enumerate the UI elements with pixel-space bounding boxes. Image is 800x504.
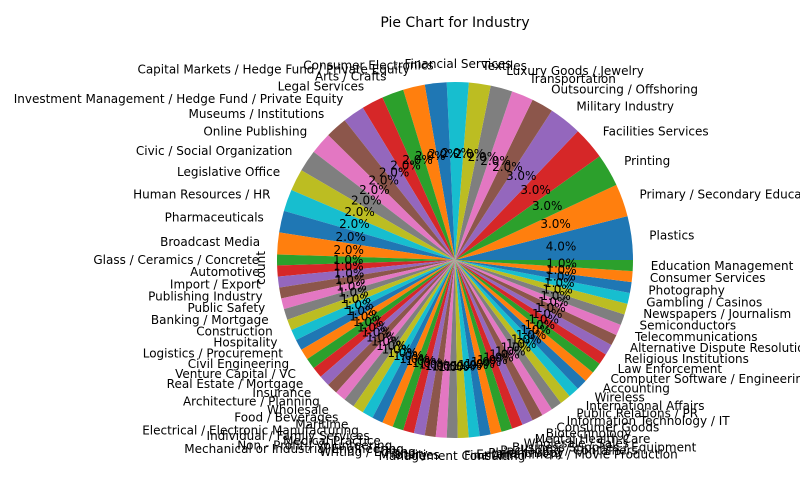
category-label-consumer-services: Consumer Services: [650, 271, 766, 285]
category-label-plastics: Plastics: [649, 229, 694, 243]
category-label-photography: Photography: [648, 283, 724, 297]
percent-label: 1.0%: [546, 256, 577, 270]
percent-label: 3.0%: [520, 183, 551, 197]
category-label-gambling-casinos: Gambling / Casinos: [646, 295, 762, 309]
percent-label: 4.0%: [546, 240, 577, 254]
percent-label: 3.0%: [540, 217, 571, 231]
category-label-legislative-office: Legislative Office: [177, 165, 280, 179]
pie-slices: [277, 82, 633, 438]
category-label-museums-institutions: Museums / Institutions: [189, 107, 325, 121]
category-label-military-industry: Military Industry: [576, 99, 674, 113]
category-label-investment-management-hedge-fund-private-equity: Investment Management / Hedge Fund / Pri…: [14, 92, 344, 106]
chart-title: Pie Chart for Industry: [380, 15, 529, 31]
category-label-online-publishing: Online Publishing: [203, 125, 307, 139]
category-label-primary-secondary-education: Primary / Secondary Education: [640, 187, 800, 201]
category-label-education-management: Education Management: [651, 259, 794, 273]
percent-label: 3.0%: [532, 199, 563, 213]
category-label-civic-social-organization: Civic / Social Organization: [136, 144, 293, 158]
category-label-facilities-services: Facilities Services: [603, 125, 709, 139]
category-label-printing: Printing: [624, 154, 670, 168]
percent-label: 2.0%: [335, 230, 366, 244]
category-label-pharmaceuticals: Pharmaceuticals: [165, 211, 264, 225]
category-label-broadcast-media: Broadcast Media: [160, 235, 260, 249]
category-label-human-resources-hr: Human Resources / HR: [133, 187, 270, 201]
